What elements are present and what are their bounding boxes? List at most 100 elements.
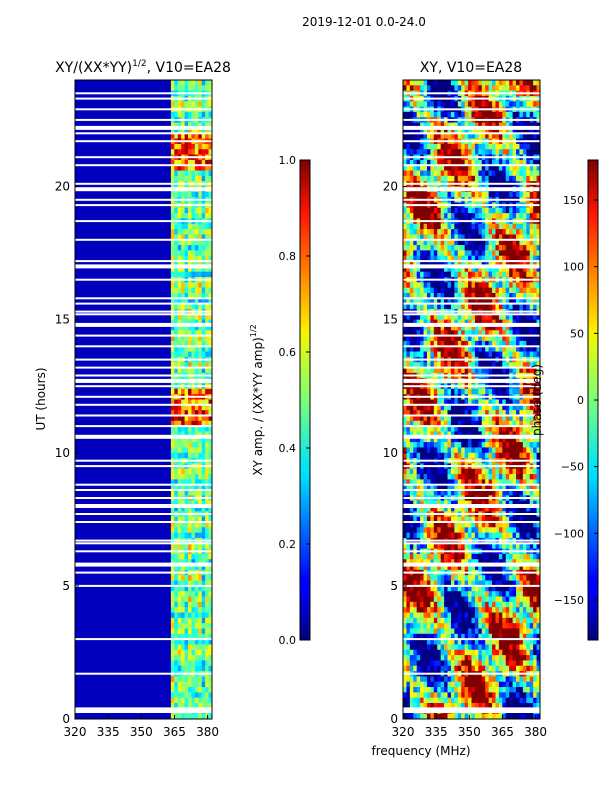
amplitude-cell <box>201 506 206 512</box>
amplitude-cell <box>170 681 175 688</box>
phase-cell <box>468 484 472 491</box>
amplitude-cell <box>188 596 192 603</box>
phase-cell <box>444 293 449 299</box>
phase-cell <box>416 170 421 177</box>
phase-cell <box>485 330 490 337</box>
phase-cell <box>406 367 411 374</box>
phase-cell <box>457 250 462 257</box>
phase-cell <box>478 388 483 395</box>
amplitude-cell <box>184 687 189 693</box>
phase-cell <box>505 431 510 438</box>
phase-cell <box>433 159 438 166</box>
phase-cell <box>413 527 418 534</box>
phase-cell <box>464 506 469 512</box>
phase-cell <box>492 436 496 443</box>
amplitude-flagged-row <box>75 395 212 398</box>
phase-cell <box>492 298 496 305</box>
phase-cell <box>406 410 411 416</box>
phase-cell <box>416 143 421 150</box>
amplitude-cell <box>184 681 189 688</box>
phase-cell <box>474 527 479 534</box>
phase-cell <box>440 239 445 246</box>
phase-cell <box>536 293 540 299</box>
phase-cell <box>481 362 486 369</box>
amplitude-cell <box>181 111 186 118</box>
phase-cell <box>444 282 449 289</box>
phase-cell <box>526 484 531 491</box>
phase-cell <box>430 133 435 140</box>
phase-cell <box>464 346 469 353</box>
amplitude-cell <box>170 474 175 480</box>
phase-cell <box>423 527 428 534</box>
amplitude-cell <box>201 442 206 448</box>
amplitude-cell <box>198 340 203 347</box>
phase-cell <box>536 442 540 448</box>
phase-cell <box>522 346 527 353</box>
amplitude-cell <box>174 660 179 667</box>
phase-cell <box>498 175 503 182</box>
phase-cell <box>464 399 469 406</box>
phase-cell <box>474 271 479 278</box>
phase-cell <box>512 335 517 342</box>
phase-cell <box>536 484 540 491</box>
phase-cell <box>495 436 500 443</box>
phase-cell <box>536 468 540 475</box>
phase-cell <box>516 149 520 156</box>
phase-cell <box>447 452 452 459</box>
amplitude-cell <box>194 585 199 592</box>
amplitude-cell <box>208 687 212 693</box>
phase-cell <box>509 532 514 539</box>
phase-cell <box>492 213 496 219</box>
phase-cell <box>536 298 540 305</box>
phase-cell <box>502 388 507 395</box>
phase-cell <box>474 431 479 438</box>
amplitude-cell <box>188 122 192 129</box>
amplitude-cell <box>201 335 206 342</box>
phase-cell <box>440 170 445 177</box>
amplitude-cell <box>188 335 192 342</box>
phase-cell <box>403 335 407 342</box>
phase-cell <box>471 399 476 406</box>
amplitude-cell <box>208 282 212 289</box>
phase-cell <box>485 143 490 150</box>
phase-cell <box>461 266 466 273</box>
amplitude-cell <box>174 585 179 592</box>
phase-cell <box>478 207 483 214</box>
phase-cell <box>474 293 479 299</box>
phase-cell <box>461 442 466 448</box>
amplitude-cell <box>177 596 182 603</box>
phase-cell <box>416 239 421 246</box>
phase-cell <box>450 516 455 523</box>
amplitude-cell <box>194 612 199 619</box>
phase-cell <box>461 213 466 219</box>
amplitude-cell <box>184 324 189 331</box>
phase-cell <box>526 426 531 432</box>
phase-cell <box>522 330 527 337</box>
phase-cell <box>416 404 421 411</box>
amplitude-cell <box>194 442 199 448</box>
phase-cell <box>433 234 438 241</box>
phase-cell <box>413 271 418 278</box>
amplitude-cell <box>191 644 196 651</box>
phase-cell <box>495 490 500 496</box>
phase-cell <box>403 388 407 395</box>
amplitude-cell <box>205 255 210 262</box>
amplitude-cell <box>208 271 212 278</box>
amplitude-cell <box>205 516 210 523</box>
phase-cell <box>498 261 503 267</box>
amplitude-cell <box>198 324 203 331</box>
phase-cell <box>413 330 418 337</box>
phase-cell <box>420 314 425 321</box>
amplitude-cell <box>174 431 179 438</box>
phase-cell <box>454 250 459 257</box>
phase-cell <box>426 303 431 310</box>
phase-cell <box>420 127 425 134</box>
phase-cell <box>423 420 428 427</box>
phase-cell <box>502 159 507 166</box>
amplitude-cell <box>174 500 179 507</box>
amplitude-cell <box>205 468 210 475</box>
phase-cell <box>533 506 538 512</box>
phase-cell <box>495 506 500 512</box>
phase-cell <box>536 340 540 347</box>
amplitude-cell <box>201 404 206 411</box>
